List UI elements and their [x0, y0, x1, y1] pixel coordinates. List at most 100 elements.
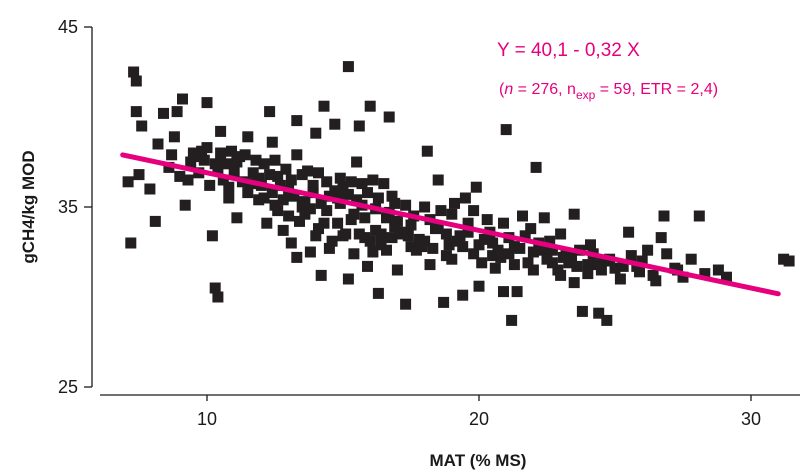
data-point — [326, 235, 338, 247]
data-point — [487, 237, 499, 249]
data-point — [519, 230, 531, 242]
data-point — [277, 194, 289, 206]
x-tick-label: 20 — [469, 409, 489, 429]
data-point — [274, 179, 286, 191]
data-point — [576, 305, 588, 317]
data-point — [372, 192, 384, 204]
data-point — [125, 237, 137, 249]
data-point — [209, 158, 221, 170]
data-point — [462, 217, 474, 229]
data-point — [435, 205, 447, 217]
y-tick-label: 35 — [58, 197, 78, 217]
data-point — [658, 210, 670, 222]
data-point — [201, 142, 213, 154]
data-point — [405, 219, 417, 231]
data-point — [525, 223, 537, 235]
data-point — [527, 264, 539, 276]
data-point — [546, 257, 558, 269]
stats-open: ( — [499, 81, 505, 98]
data-point — [348, 208, 360, 220]
data-point — [329, 118, 341, 130]
data-point — [389, 197, 401, 209]
data-point — [432, 174, 444, 186]
data-point — [353, 120, 365, 132]
data-point — [264, 106, 276, 118]
data-point — [699, 268, 711, 280]
data-point — [304, 203, 316, 215]
data-point — [315, 197, 327, 209]
data-point — [397, 226, 409, 238]
data-point — [231, 212, 243, 224]
data-point — [432, 221, 444, 233]
data-point — [348, 248, 360, 260]
data-point — [481, 214, 493, 226]
data-point — [321, 176, 333, 188]
data-point — [661, 248, 673, 260]
data-point — [198, 154, 210, 166]
data-point — [359, 212, 371, 224]
data-point — [304, 246, 316, 258]
data-point — [226, 145, 237, 157]
data-point — [201, 97, 213, 109]
stats-n-value: = 276, n — [513, 81, 576, 98]
data-point — [419, 201, 431, 213]
data-point — [438, 296, 450, 308]
data-point — [337, 181, 349, 193]
data-point — [323, 242, 335, 254]
data-point — [280, 163, 292, 175]
data-point — [449, 197, 460, 209]
data-point — [642, 244, 654, 256]
data-point — [446, 208, 458, 220]
data-point — [177, 93, 188, 105]
data-point — [421, 145, 433, 157]
data-point — [514, 242, 526, 254]
data-point — [242, 187, 254, 199]
x-axis-label: MAT (% MS) — [430, 451, 527, 470]
data-point — [315, 269, 327, 281]
data-point — [367, 246, 379, 258]
data-point — [593, 307, 605, 319]
data-point — [185, 156, 197, 168]
data-point — [128, 66, 140, 78]
data-point — [318, 100, 330, 112]
data-point — [345, 176, 357, 188]
data-point — [386, 190, 398, 202]
data-point — [342, 61, 354, 73]
data-point — [318, 217, 330, 229]
data-point — [182, 174, 194, 186]
data-point — [212, 165, 224, 177]
data-point — [307, 187, 319, 199]
data-point — [231, 156, 243, 168]
data-point — [217, 174, 229, 186]
data-point — [495, 251, 507, 263]
data-point — [223, 181, 235, 193]
data-point — [623, 226, 635, 238]
data-point — [144, 183, 156, 195]
data-point — [440, 228, 452, 240]
data-point — [163, 161, 175, 173]
data-point — [400, 298, 412, 310]
data-point — [174, 170, 186, 182]
data-point — [264, 169, 276, 181]
data-point — [133, 169, 145, 181]
data-point — [277, 224, 289, 236]
y-tick-label: 45 — [58, 17, 78, 37]
data-point — [302, 165, 314, 177]
data-point — [568, 277, 580, 289]
data-point — [413, 233, 425, 245]
data-point — [269, 154, 281, 166]
data-point — [223, 192, 235, 204]
data-point — [250, 154, 262, 166]
data-point — [291, 149, 303, 161]
data-point — [212, 291, 224, 303]
data-point — [677, 271, 689, 283]
data-point — [582, 268, 594, 280]
data-point — [362, 187, 373, 199]
data-point — [601, 314, 613, 326]
data-point — [508, 259, 520, 271]
ticks: 10 20 30 25 35 45 — [58, 17, 761, 429]
data-point — [476, 257, 488, 269]
data-point — [503, 248, 515, 260]
data-point — [291, 115, 303, 127]
